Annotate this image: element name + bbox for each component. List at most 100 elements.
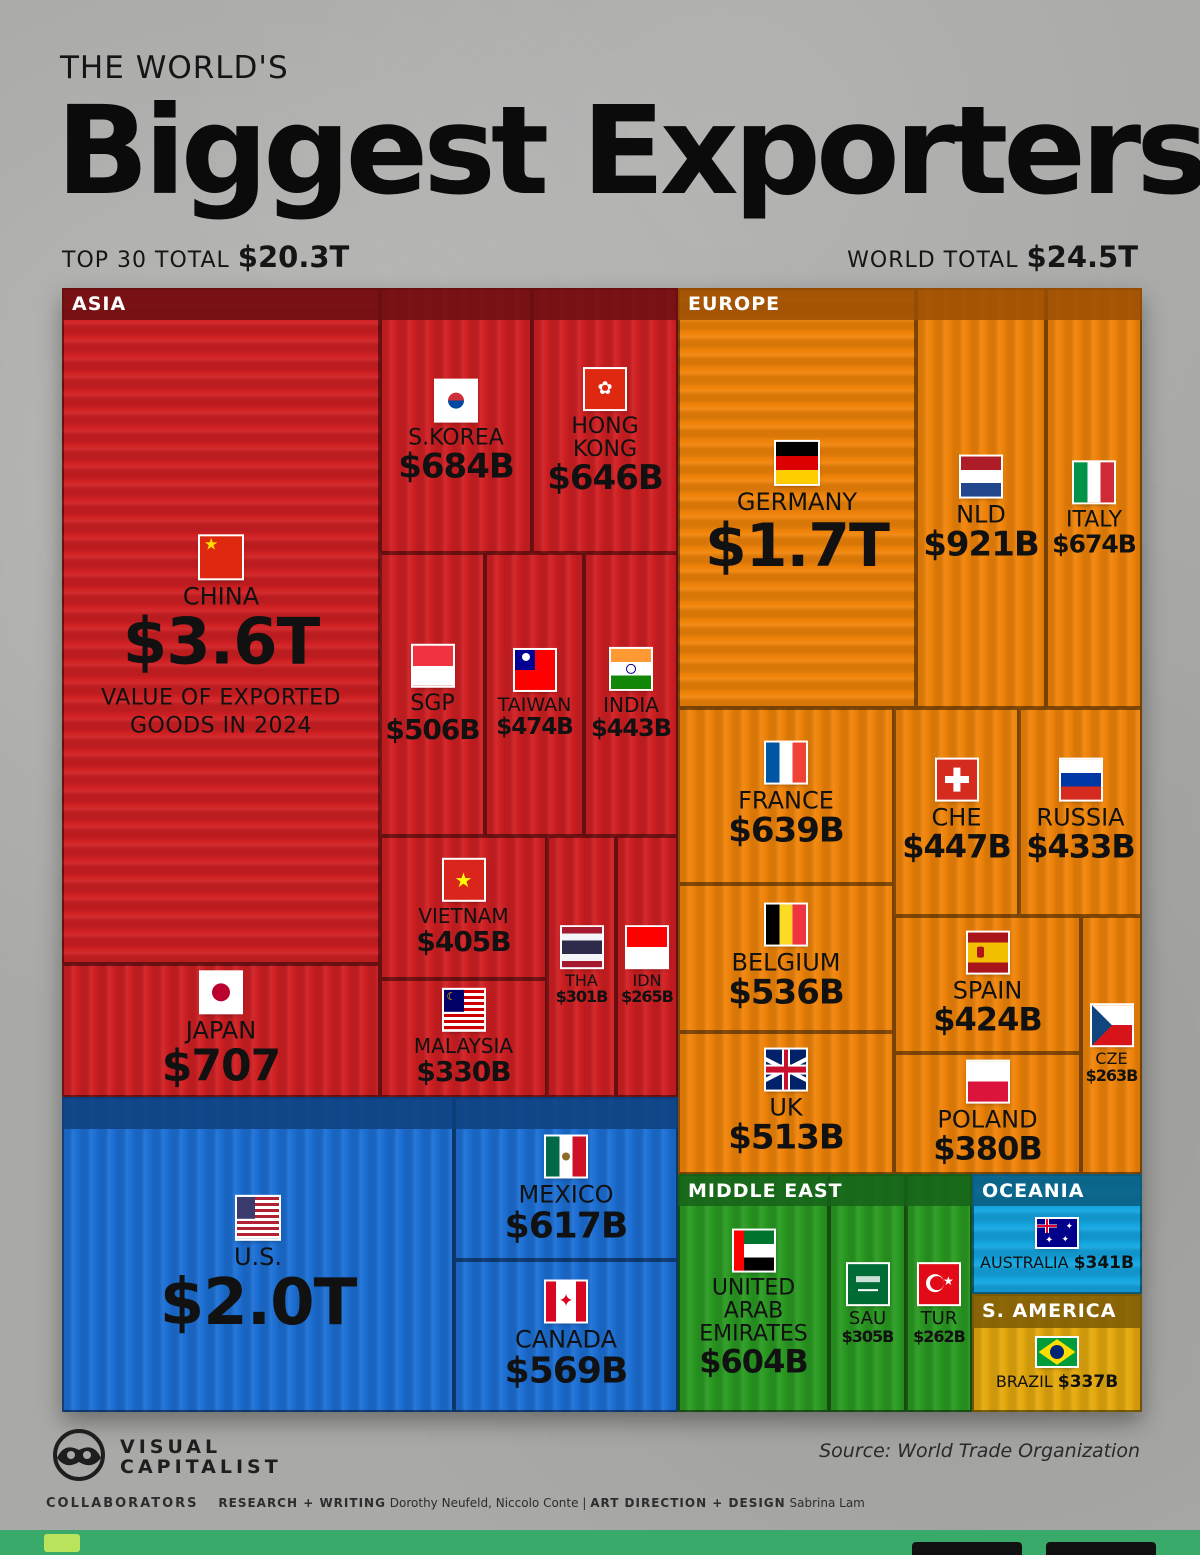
region-label-europe: EUROPE: [688, 293, 781, 315]
google-play-badge-icon[interactable]: [1046, 1542, 1156, 1555]
tile-malaysia: ☾ MALAYSIA $330B: [380, 979, 547, 1097]
tile-value: $639B: [728, 810, 845, 851]
tile-label: ITALY: [1065, 507, 1123, 533]
tile-italy: ITALY $674B: [1046, 288, 1142, 708]
tile-value: $674B: [1052, 529, 1137, 559]
tile-label: S.KOREA: [408, 425, 504, 451]
tile-content: SGP $506B: [382, 645, 483, 744]
flag-s-korea-icon: [436, 380, 476, 421]
flag-poland-icon: [967, 1061, 1008, 1102]
tile-value: $1.7T: [705, 511, 890, 582]
tile-content: RUSSIA $433B: [1021, 759, 1140, 865]
flag-japan-icon: [201, 971, 241, 1012]
tile-japan: JAPAN $707: [62, 964, 380, 1097]
tile-content: ★ VIETNAM $405B: [382, 859, 545, 956]
art-names: Sabrina Lam: [789, 1496, 865, 1510]
tile-india: INDIA $443B: [584, 553, 678, 836]
flag-che-icon: [936, 759, 977, 800]
flag-malaysia-icon: ☾: [443, 989, 484, 1030]
region-band-s-america: [972, 1294, 1142, 1328]
tile-russia: RUSSIA $433B: [1019, 708, 1142, 916]
tile-label: THA: [565, 970, 598, 990]
brand-line1: VISUAL: [120, 1436, 222, 1458]
tile-content: ☾ MALAYSIA $330B: [382, 989, 545, 1088]
tile-label: SGP: [410, 690, 455, 716]
tile-content: ✿ HONG KONG $646B: [534, 368, 676, 498]
research-label: RESEARCH + WRITING: [218, 1496, 386, 1510]
tile-content: CZE $263B: [1083, 1005, 1140, 1085]
tile-value: $604B: [699, 1342, 808, 1381]
app-store-badge-icon[interactable]: [912, 1542, 1022, 1555]
tile-label: CANADA: [514, 1325, 618, 1354]
tile-content: POLAND $380B: [896, 1061, 1079, 1166]
tile-china: ★ CHINA $3.6T VALUE OF EXPORTED GOODS IN 202…: [62, 288, 380, 964]
tile-content: GERMANY $1.7T: [680, 441, 914, 582]
world-value: $24.5T: [1026, 240, 1138, 274]
tile-value: $337B: [1057, 1372, 1119, 1392]
tile-value: $513B: [728, 1117, 845, 1158]
region-label-s-america: S. AMERICA: [982, 1300, 1117, 1322]
tile-value: $536B: [728, 972, 845, 1013]
credits-divider: |: [582, 1496, 587, 1510]
tile-label: POLAND: [937, 1105, 1038, 1134]
page-title: Biggest Exporters: [56, 80, 1200, 222]
region-band-asia: [62, 288, 678, 320]
tile-value: $569B: [504, 1350, 629, 1392]
world-total: WORLD TOTAL $24.5T: [847, 240, 1138, 274]
tile-content: ★ TUR $262B: [908, 1264, 970, 1346]
tile-content: NLD $921B: [918, 456, 1044, 564]
partner-logo-icon: [44, 1534, 80, 1552]
tile-label-value: AUSTRALIA $341B: [980, 1253, 1134, 1273]
tile-value: $301B: [555, 987, 609, 1007]
tile-taiwan: TAIWAN $474B: [485, 553, 584, 836]
tile-content: JAPAN $707: [64, 971, 378, 1089]
flag-france-icon: [766, 742, 806, 783]
treemap: ★ CHINA $3.6T VALUE OF EXPORTED GOODS IN 202…: [62, 288, 1142, 1412]
tile-value: $380B: [933, 1129, 1042, 1168]
brand-line2: CAPITALIST: [120, 1455, 282, 1478]
tile-label: SAU: [848, 1308, 887, 1330]
tile-label: NLD: [956, 500, 1006, 529]
visual-capitalist-logo: [53, 1429, 105, 1481]
tile-value: $474B: [496, 714, 574, 741]
tile-label: HONG KONG: [571, 413, 639, 462]
tile-s-korea: S.KOREA $684B: [380, 288, 532, 553]
flag-nld-icon: [961, 456, 1001, 497]
tile-label: FRANCE: [738, 786, 834, 815]
tile-idn: IDN $265B: [616, 836, 678, 1097]
research-names: Dorothy Neufeld, Niccolo Conte: [389, 1496, 579, 1510]
flag-hong-kong-icon: ✿: [585, 368, 625, 409]
tile-content: ✦ CANADA $569B: [456, 1281, 676, 1392]
flag-germany-icon: [776, 441, 818, 484]
tile-nld: NLD $921B: [916, 288, 1046, 708]
tile-u-s: U.S. $2.0T: [62, 1097, 454, 1412]
tile-value: $265B: [621, 987, 674, 1007]
tile-poland: POLAND $380B: [894, 1053, 1081, 1174]
tile-canada: ✦ CANADA $569B: [454, 1260, 678, 1412]
tile-label: U.S.: [233, 1242, 283, 1271]
tile-spain: SPAIN $424B: [894, 916, 1081, 1053]
tile-label: SPAIN: [952, 976, 1023, 1005]
collaborators-label: COLLABORATORS: [46, 1496, 199, 1511]
region-label-middle-east: MIDDLE EAST: [688, 1180, 843, 1202]
flag-brazil-icon: [1037, 1338, 1077, 1366]
tile-vietnam: ★ VIETNAM $405B: [380, 836, 547, 979]
tile-label: MEXICO: [518, 1180, 614, 1209]
tile-label: TUR: [920, 1308, 958, 1330]
source-note: Source: World Trade Organization: [819, 1440, 1140, 1462]
tile-value: $646B: [547, 457, 664, 498]
tile-content: SAU $305B: [831, 1264, 904, 1346]
flag-india-icon: [611, 648, 651, 689]
flag-australia-icon: ✦ ✦ ✦: [1037, 1219, 1077, 1247]
tile-hong-kong: ✿ HONG KONG $646B: [532, 288, 678, 553]
region-band-north-america: [62, 1097, 678, 1129]
region-label-asia: ASIA: [72, 293, 127, 315]
tile-content: BRAZIL $337B: [974, 1338, 1140, 1392]
tile-value: $443B: [590, 713, 672, 742]
tile-value: $330B: [416, 1054, 511, 1088]
flag-spain-icon: [967, 932, 1008, 973]
tile-tha: THA $301B: [547, 836, 616, 1097]
tile-germany: GERMANY $1.7T: [678, 288, 916, 708]
tile-content: ITALY $674B: [1048, 462, 1140, 557]
flag-sgp-icon: [412, 645, 453, 686]
